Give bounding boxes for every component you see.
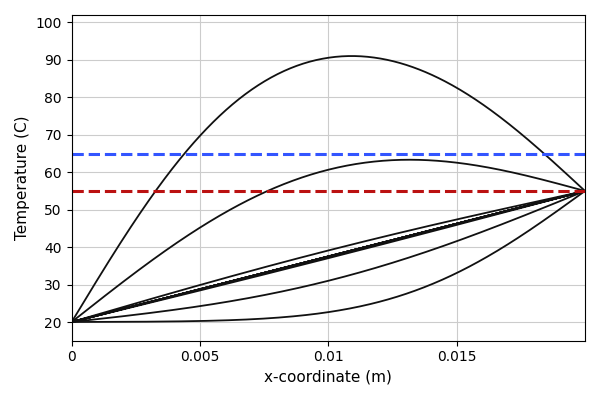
Y-axis label: Temperature (C): Temperature (C) bbox=[15, 116, 30, 240]
X-axis label: x-coordinate (m): x-coordinate (m) bbox=[265, 370, 392, 385]
